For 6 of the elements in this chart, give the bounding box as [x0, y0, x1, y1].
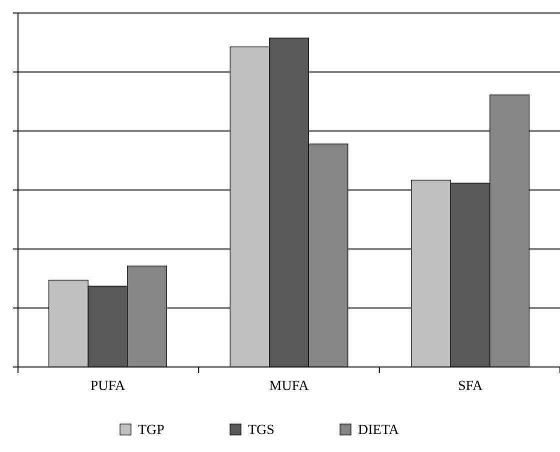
legend-label: DIETA [358, 423, 400, 438]
legend-label: TGS [248, 423, 274, 438]
legend-label: TGP [138, 423, 165, 438]
x-tick-label: MUFA [269, 379, 310, 394]
x-tick-label: PUFA [90, 379, 126, 394]
x-tick-label: SFA [458, 379, 484, 394]
